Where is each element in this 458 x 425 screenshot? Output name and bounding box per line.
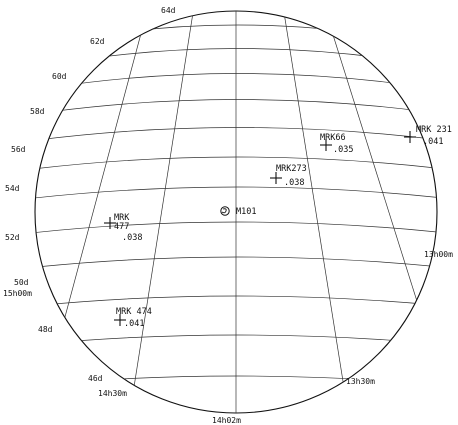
ra-label-13h00m: 13h00m (424, 250, 453, 259)
dec-label-62: 62d (90, 37, 105, 46)
dec-label-60: 60d (52, 72, 67, 81)
mrk231-marker: MRK 231 .041 (404, 125, 452, 147)
dec-labels: 64d 62d 60d 58d 56d 54d 52d 50d 48d 46d (5, 6, 176, 383)
dec-label-56: 56d (11, 145, 26, 154)
m101-marker: M101 (220, 206, 256, 217)
dec-label-64: 64d (161, 6, 176, 15)
ra-label-15h00m: 15h00m (3, 289, 32, 298)
dec-line-52 (35, 186, 437, 215)
mrk231-name: MRK 231 (416, 125, 452, 135)
galaxy-swirl (221, 208, 227, 214)
ra-labels: 15h00m 14h30m 14h02m 13h30m 13h00m (3, 250, 453, 425)
dec-label-50: 50d (14, 278, 29, 287)
dec-label-46: 46d (88, 374, 103, 383)
dec-label-52: 52d (5, 233, 20, 242)
dec-line-58 (35, 99, 437, 136)
ra-label-14h02m: 14h02m (212, 416, 241, 425)
dec-line-48 (35, 256, 437, 283)
mrk474-marker: MRK 474 .041 (114, 307, 152, 329)
mrk474-redshift: .041 (124, 319, 144, 329)
dec-line-64 (35, 24, 437, 81)
dec-line-60 (35, 73, 437, 115)
mrk477-name: MRK 477 (114, 213, 130, 232)
galaxy-symbol (220, 206, 230, 216)
mrk66-marker: MRK66 .035 (320, 133, 353, 155)
mrk66-name: MRK66 (320, 133, 346, 143)
mrk231-redshift: .041 (423, 137, 443, 147)
dec-label-48: 48d (38, 325, 53, 334)
m101-label: M101 (236, 207, 256, 217)
mrk273-name: MRK273 (276, 164, 307, 174)
dec-label-58: 58d (30, 107, 45, 116)
dec-line-46 (35, 295, 437, 321)
dec-label-54: 54d (5, 184, 20, 193)
dec-line-54 (35, 156, 437, 187)
mrk273-marker: MRK273 .038 (270, 164, 307, 188)
mrk477-redshift: .038 (122, 233, 142, 243)
ra-label-13h30m: 13h30m (346, 377, 375, 386)
dec-line-56 (35, 127, 437, 160)
mrk474-name: MRK 474 (116, 307, 152, 317)
dec-line-62 (35, 48, 437, 96)
mrk273-redshift: .038 (284, 178, 304, 188)
dec-line-50 (35, 221, 437, 249)
ra-label-14h30m: 14h30m (98, 389, 127, 398)
dec-line-42 (35, 375, 437, 399)
ra-line-4 (281, 11, 351, 413)
mrk477-marker: MRK 477 .038 (104, 213, 142, 243)
mrk66-redshift: .035 (333, 145, 353, 155)
dec-line-44 (35, 334, 437, 359)
ra-line-2 (127, 11, 196, 413)
